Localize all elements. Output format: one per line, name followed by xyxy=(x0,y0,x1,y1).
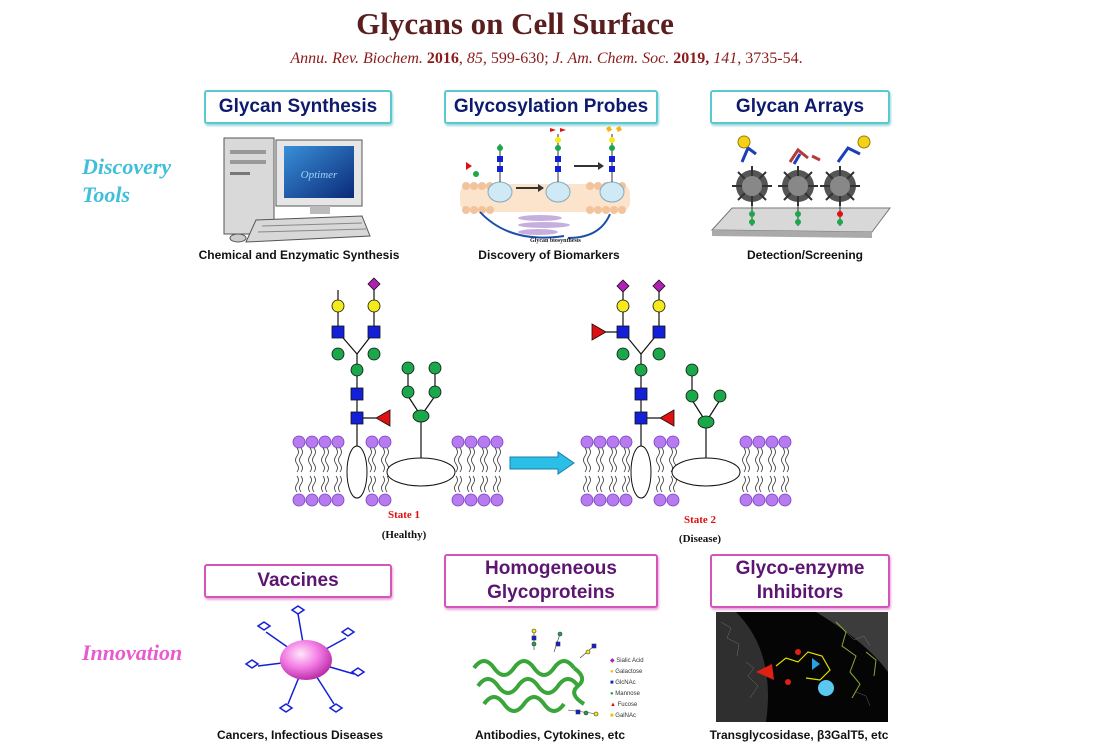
legend-mannose: ● Mannose xyxy=(610,691,640,697)
glycoprotein-illustration xyxy=(472,628,599,717)
innovation-label: Innovation xyxy=(82,640,183,665)
vaccines-box: Vaccines xyxy=(204,564,392,598)
citation-journal-1: Annu. Rev. Biochem. xyxy=(290,50,423,67)
state-1-label: State 1 xyxy=(387,509,421,521)
probe-inner-label: Glycan biosynthesis xyxy=(530,238,582,244)
discovery-label: Discovery Tools xyxy=(82,154,171,208)
glycan-arrays-box: Glycan Arrays xyxy=(710,90,890,124)
array-illustration xyxy=(710,135,891,238)
legend-fucose: ▲ Fucose xyxy=(610,702,638,708)
homogeneous-glycoproteins-label: Homogeneous Glycoproteins xyxy=(485,558,617,603)
state-2-sub: (Disease) xyxy=(678,533,722,545)
citation-volume-2: 141 xyxy=(713,50,738,67)
membrane-state-2 xyxy=(580,279,792,507)
monitor-brand-text: Optimer xyxy=(301,169,338,181)
membrane-state-1 xyxy=(292,277,504,507)
citation-journal-2: J. Am. Chem. Soc. xyxy=(552,50,670,67)
glycosylation-probes-box: Glycosylation Probes xyxy=(444,90,658,124)
inhibitor-illustration xyxy=(716,612,888,722)
citation: Annu. Rev. Biochem. 2016, 85, 599-630; J… xyxy=(290,50,803,67)
citation-year-1: 2016 xyxy=(426,50,459,67)
legend-galactose: ● Galactose xyxy=(610,669,643,675)
state-2-label: State 2 xyxy=(683,514,717,526)
legend-galnac: ■ GalNAc xyxy=(610,713,636,719)
glyco-enzyme-inhibitors-label: Glyco-enzyme Inhibitors xyxy=(735,558,865,603)
homogeneous-glycoproteins-box: Homogeneous Glycoproteins xyxy=(444,554,658,608)
glycosylation-probes-caption: Discovery of Biomarkers xyxy=(478,248,620,262)
glycoprotein-legend: ◆ Sialic Acid ● Galactose ■ GlcNAc ● Man… xyxy=(610,656,644,722)
glycan-synthesis-caption: Chemical and Enzymatic Synthesis xyxy=(198,248,400,262)
state-transition-arrow xyxy=(509,451,575,475)
vaccine-illustration xyxy=(244,605,366,713)
citation-year-2: 2019, xyxy=(673,50,710,67)
citation-volume-1: 85 xyxy=(466,50,483,67)
glyco-enzyme-inhibitors-caption: Transglycosidase, β3GalT5, etc xyxy=(709,728,889,742)
probe-illustration: Glycan biosynthesis xyxy=(460,126,630,244)
page-title: Glycans on Cell Surface xyxy=(356,6,674,41)
homogeneous-glycoproteins-caption: Antibodies, Cytokines, etc xyxy=(474,728,626,742)
computer-illustration: Optimer xyxy=(223,137,371,243)
state-1-sub: (Healthy) xyxy=(381,529,427,541)
glycan-arrays-caption: Detection/Screening xyxy=(746,248,864,262)
glyco-enzyme-inhibitors-box: Glyco-enzyme Inhibitors xyxy=(710,554,890,608)
citation-pages-2: , 3735-54. xyxy=(737,50,803,67)
legend-sialic: ◆ Sialic Acid xyxy=(610,658,644,664)
discovery-label-line-2: Tools xyxy=(82,182,131,207)
glycan-synthesis-box: Glycan Synthesis xyxy=(204,90,392,124)
discovery-label-line-1: Discovery xyxy=(82,154,172,179)
citation-pages-1: , 599-630; xyxy=(482,50,553,67)
legend-glcnac: ■ GlcNAc xyxy=(610,680,636,686)
vaccines-caption: Cancers, Infectious Diseases xyxy=(216,728,384,742)
